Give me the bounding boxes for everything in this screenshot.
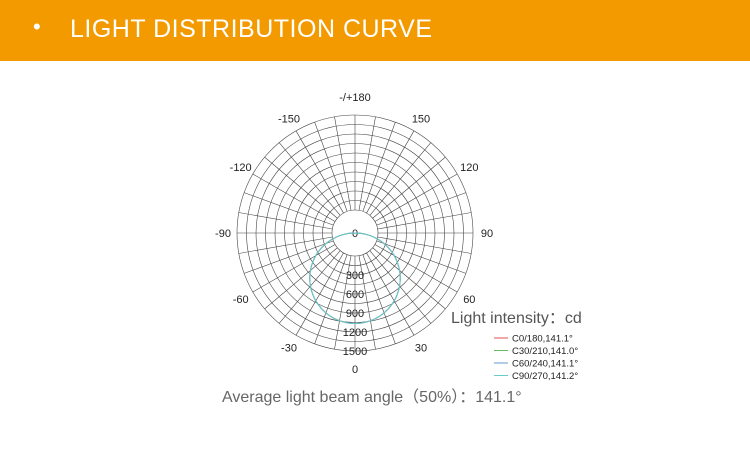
grid-spoke	[244, 240, 334, 274]
grid-spoke	[372, 247, 446, 310]
grid-spoke	[334, 116, 352, 211]
grid-spoke	[372, 156, 446, 219]
grid-spoke	[376, 192, 466, 226]
angle-tick-label: 60	[463, 294, 475, 306]
legend-label: C60/240,141.1°	[512, 359, 578, 370]
grid-spoke	[278, 250, 341, 324]
unit-label: Light intensity：cd	[451, 310, 582, 327]
grid-spoke	[278, 142, 341, 216]
beam-angle-note: Average light beam angle（50%）：141.1°	[222, 389, 522, 406]
grid-spoke	[358, 255, 376, 350]
angle-tick-label: 120	[460, 162, 478, 174]
grid-spoke	[295, 130, 344, 214]
grid-spoke	[314, 254, 348, 344]
grid-spoke	[366, 130, 415, 214]
grid-spoke	[252, 173, 336, 222]
grid-spoke	[377, 236, 472, 254]
grid-spoke	[366, 252, 415, 336]
grid-spoke	[252, 244, 336, 293]
grid-spoke	[238, 212, 333, 230]
angle-tick-label: 0	[352, 364, 358, 376]
angle-tick-label: 150	[412, 114, 430, 126]
radial-tick-label: 1200	[343, 327, 367, 339]
angle-tick-label: -/+180	[339, 92, 371, 104]
angle-tick-label: -120	[230, 162, 252, 174]
grid-spoke	[374, 244, 458, 293]
radial-tick-label: 900	[346, 308, 364, 320]
angle-tick-label: -30	[281, 342, 297, 354]
grid-spoke	[369, 142, 432, 216]
page-title: LIGHT DISTRIBUTION CURVE	[70, 15, 433, 43]
grid-spoke	[264, 247, 338, 310]
grid-spoke	[369, 250, 432, 324]
angle-tick-label: 90	[481, 228, 493, 240]
grid-spoke	[358, 116, 376, 211]
radial-tick-label: 300	[346, 270, 364, 282]
header-bar: • LIGHT DISTRIBUTION CURVE	[0, 0, 750, 61]
header-bullet: •	[33, 14, 41, 39]
radial-tick-label: 600	[346, 289, 364, 301]
angle-tick-label: 30	[415, 342, 427, 354]
legend-label: C30/210,141.0°	[512, 346, 578, 357]
angle-tick-label: -60	[233, 294, 249, 306]
grid-spoke	[264, 156, 338, 219]
grid-spoke	[362, 254, 396, 344]
radial-tick-label: 1500	[343, 346, 367, 358]
angle-tick-label: -90	[215, 228, 231, 240]
grid-spoke	[238, 236, 333, 254]
grid-spoke	[376, 240, 466, 274]
radial-tick-label: 0	[352, 228, 358, 240]
series-curve	[309, 232, 401, 325]
grid-spoke	[374, 173, 458, 222]
grid-spoke	[377, 212, 472, 230]
angle-tick-label: -150	[278, 114, 300, 126]
legend-label: C0/180,141.1°	[512, 334, 573, 345]
grid-spoke	[362, 122, 396, 212]
grid-spoke	[314, 122, 348, 212]
grid-spoke	[334, 255, 352, 350]
grid-spoke	[295, 252, 344, 336]
legend-label: C90/270,141.2°	[512, 371, 578, 382]
grid-spoke	[244, 192, 334, 226]
